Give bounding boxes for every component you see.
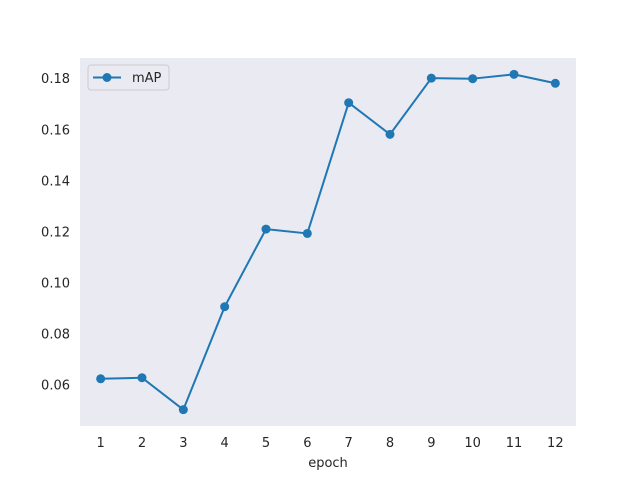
y-tick-label: 0.16	[41, 123, 70, 138]
series-line-mAP	[100, 73, 556, 411]
data-point	[220, 302, 230, 312]
x-tick-label: 2	[138, 436, 146, 451]
x-tick-label: 5	[262, 436, 270, 451]
data-point	[261, 224, 271, 234]
y-tick-label: 0.10	[41, 276, 70, 291]
data-point	[96, 374, 106, 384]
y-tick-label: 0.06	[41, 379, 70, 394]
data-point	[137, 373, 147, 383]
legend: mAP	[87, 64, 170, 91]
x-tick-label: 9	[427, 436, 435, 451]
data-point	[509, 69, 519, 79]
data-point	[178, 405, 188, 415]
x-tick-label: 11	[506, 436, 523, 451]
x-tick-label: 1	[97, 436, 105, 451]
x-axis: 1 2 3 4 5 6 7 8 9 10 11 12	[97, 436, 564, 451]
y-tick-label: 0.08	[41, 328, 70, 343]
y-axis: 0.06 0.08 0.10 0.12 0.14 0.16 0.18	[41, 72, 70, 393]
legend-marker-swatch	[102, 73, 112, 82]
x-tick-label: 3	[179, 436, 187, 451]
y-tick-label: 0.12	[41, 225, 70, 240]
data-point	[344, 98, 354, 108]
x-tick-label: 6	[303, 436, 311, 451]
series-layer	[96, 69, 560, 415]
legend-label: mAP	[132, 71, 162, 86]
data-point	[426, 73, 436, 83]
x-tick-label: 10	[464, 436, 481, 451]
plot-area	[80, 58, 576, 426]
x-tick-label: 12	[547, 436, 564, 451]
data-point	[550, 78, 560, 88]
legend-frame	[87, 64, 170, 91]
x-tick-label: 7	[345, 436, 353, 451]
data-point	[302, 228, 312, 238]
x-axis-label: epoch	[308, 456, 348, 471]
x-tick-label: 8	[386, 436, 394, 451]
data-point	[468, 74, 478, 84]
y-tick-label: 0.14	[41, 174, 70, 189]
x-tick-label: 4	[221, 436, 229, 451]
data-point	[385, 129, 395, 139]
y-tick-label: 0.18	[41, 72, 70, 87]
